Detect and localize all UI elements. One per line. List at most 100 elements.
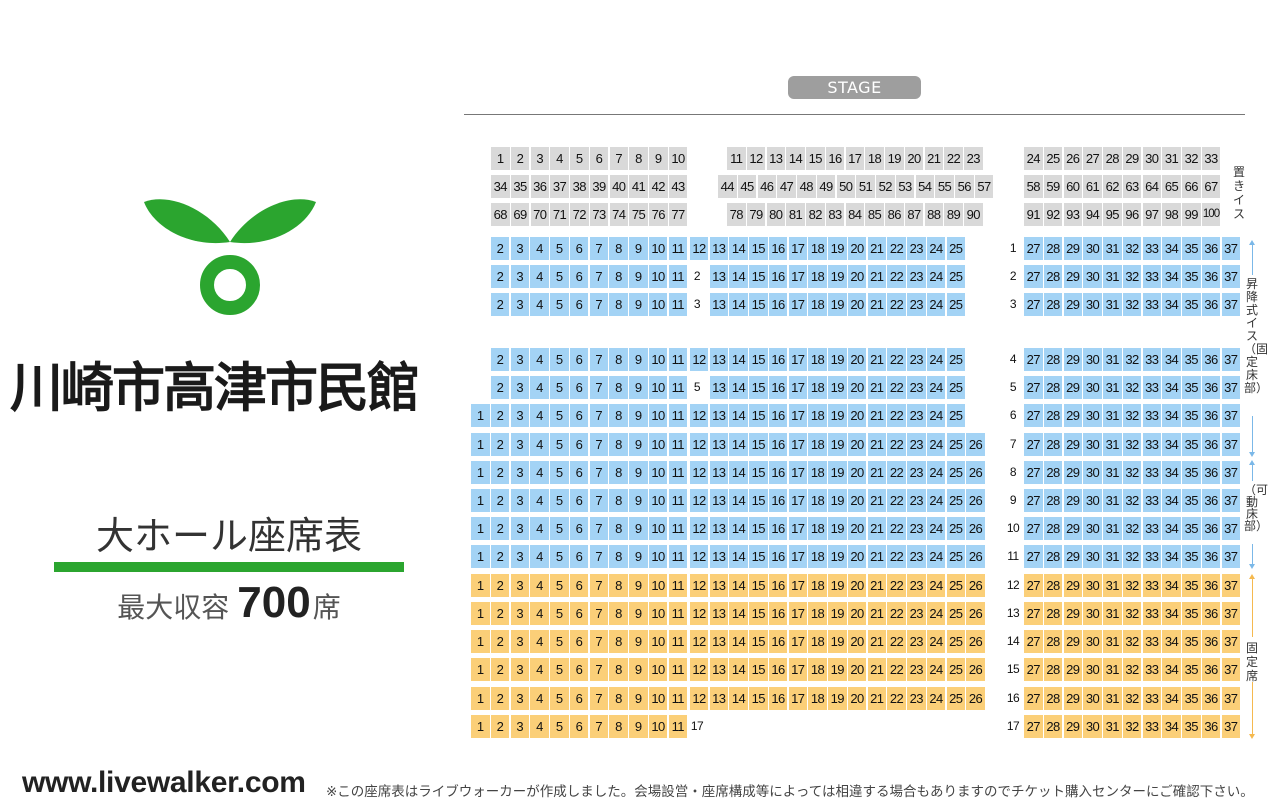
seat-raised-23[interactable]: 23 <box>907 403 926 427</box>
seat-raised-32[interactable]: 32 <box>1122 544 1142 568</box>
seat-raised-21[interactable]: 21 <box>867 403 886 427</box>
seat-raised-14[interactable]: 14 <box>729 432 748 456</box>
seat-raised-35[interactable]: 35 <box>1182 460 1201 484</box>
seat-raised-12[interactable]: 12 <box>689 347 709 371</box>
seat-raised-13[interactable]: 13 <box>709 375 728 399</box>
seat-raised-6[interactable]: 6 <box>569 292 589 316</box>
seat-fixed-19[interactable]: 19 <box>828 573 847 597</box>
seat-fixed-9[interactable]: 9 <box>629 657 648 681</box>
seat-raised-34[interactable]: 34 <box>1162 544 1181 568</box>
seat-raised-15[interactable]: 15 <box>749 264 768 288</box>
seat-raised-11[interactable]: 11 <box>668 264 687 288</box>
seat-raised-23[interactable]: 23 <box>907 516 926 540</box>
seat-loose-43[interactable]: 43 <box>668 174 688 198</box>
seat-loose-3[interactable]: 3 <box>530 146 549 170</box>
seat-fixed-30[interactable]: 30 <box>1083 601 1102 625</box>
seat-raised-6[interactable]: 6 <box>569 375 589 399</box>
seat-fixed-28[interactable]: 28 <box>1043 629 1063 653</box>
seat-raised-26[interactable]: 26 <box>966 544 985 568</box>
seat-fixed-11[interactable]: 11 <box>668 629 687 653</box>
seat-loose-19[interactable]: 19 <box>885 146 904 170</box>
seat-raised-5[interactable]: 5 <box>550 347 569 371</box>
seat-fixed-16[interactable]: 16 <box>768 629 788 653</box>
seat-loose-31[interactable]: 31 <box>1162 146 1181 170</box>
seat-fixed-31[interactable]: 31 <box>1103 573 1122 597</box>
seat-raised-12[interactable]: 12 <box>689 432 709 456</box>
seat-loose-100[interactable]: 100 <box>1201 202 1221 226</box>
seat-fixed-23[interactable]: 23 <box>907 657 926 681</box>
seat-raised-7[interactable]: 7 <box>589 292 608 316</box>
seat-raised-17[interactable]: 17 <box>788 516 807 540</box>
seat-raised-3[interactable]: 3 <box>510 460 529 484</box>
seat-loose-9[interactable]: 9 <box>649 146 668 170</box>
seat-fixed-36[interactable]: 36 <box>1201 714 1221 738</box>
seat-raised-30[interactable]: 30 <box>1083 375 1102 399</box>
seat-fixed-20[interactable]: 20 <box>847 657 867 681</box>
seat-raised-17[interactable]: 17 <box>788 403 807 427</box>
seat-fixed-27[interactable]: 27 <box>1024 714 1043 738</box>
seat-raised-22[interactable]: 22 <box>887 516 906 540</box>
seat-loose-12[interactable]: 12 <box>746 146 766 170</box>
seat-raised-5[interactable]: 5 <box>550 375 569 399</box>
seat-raised-29[interactable]: 29 <box>1063 403 1082 427</box>
seat-raised-24[interactable]: 24 <box>926 236 946 260</box>
seat-raised-3[interactable]: 3 <box>510 236 529 260</box>
seat-loose-22[interactable]: 22 <box>944 146 963 170</box>
seat-fixed-37[interactable]: 37 <box>1221 714 1240 738</box>
seat-raised-5[interactable]: 5 <box>550 403 569 427</box>
seat-raised-13[interactable]: 13 <box>709 292 728 316</box>
seat-raised-7[interactable]: 7 <box>589 432 608 456</box>
seat-fixed-9[interactable]: 9 <box>629 714 648 738</box>
seat-raised-7[interactable]: 7 <box>589 516 608 540</box>
seat-fixed-19[interactable]: 19 <box>828 657 847 681</box>
seat-raised-19[interactable]: 19 <box>828 544 847 568</box>
seat-raised-34[interactable]: 34 <box>1162 516 1181 540</box>
seat-fixed-29[interactable]: 29 <box>1063 573 1082 597</box>
seat-raised-25[interactable]: 25 <box>946 236 965 260</box>
seat-raised-7[interactable]: 7 <box>589 488 608 512</box>
seat-fixed-23[interactable]: 23 <box>907 629 926 653</box>
seat-fixed-12[interactable]: 12 <box>689 686 709 710</box>
seat-raised-13[interactable]: 13 <box>709 432 728 456</box>
seat-raised-14[interactable]: 14 <box>729 544 748 568</box>
seat-fixed-29[interactable]: 29 <box>1063 714 1082 738</box>
seat-raised-24[interactable]: 24 <box>926 516 946 540</box>
seat-raised-2[interactable]: 2 <box>490 544 510 568</box>
seat-raised-37[interactable]: 37 <box>1221 488 1240 512</box>
seat-raised-19[interactable]: 19 <box>828 460 847 484</box>
seat-raised-28[interactable]: 28 <box>1043 292 1063 316</box>
seat-raised-1[interactable]: 1 <box>471 516 490 540</box>
seat-raised-27[interactable]: 27 <box>1024 375 1043 399</box>
seat-raised-9[interactable]: 9 <box>629 488 648 512</box>
seat-fixed-30[interactable]: 30 <box>1083 629 1102 653</box>
seat-fixed-6[interactable]: 6 <box>569 629 589 653</box>
seat-raised-16[interactable]: 16 <box>768 236 788 260</box>
seat-raised-36[interactable]: 36 <box>1201 460 1221 484</box>
seat-raised-6[interactable]: 6 <box>569 432 589 456</box>
seat-raised-24[interactable]: 24 <box>926 432 946 456</box>
seat-raised-19[interactable]: 19 <box>828 264 847 288</box>
seat-fixed-7[interactable]: 7 <box>589 686 608 710</box>
seat-fixed-34[interactable]: 34 <box>1162 714 1181 738</box>
seat-raised-5[interactable]: 5 <box>550 544 569 568</box>
seat-raised-36[interactable]: 36 <box>1201 236 1221 260</box>
seat-loose-70[interactable]: 70 <box>530 202 549 226</box>
seat-raised-28[interactable]: 28 <box>1043 432 1063 456</box>
seat-fixed-28[interactable]: 28 <box>1043 714 1063 738</box>
seat-fixed-33[interactable]: 33 <box>1142 573 1161 597</box>
seat-raised-31[interactable]: 31 <box>1103 347 1122 371</box>
seat-raised-31[interactable]: 31 <box>1103 264 1122 288</box>
seat-fixed-32[interactable]: 32 <box>1122 629 1142 653</box>
seat-loose-5[interactable]: 5 <box>570 146 589 170</box>
seat-raised-16[interactable]: 16 <box>768 292 788 316</box>
seat-fixed-25[interactable]: 25 <box>946 686 965 710</box>
seat-raised-8[interactable]: 8 <box>609 403 628 427</box>
seat-fixed-21[interactable]: 21 <box>867 573 886 597</box>
seat-fixed-17[interactable]: 17 <box>788 629 807 653</box>
seat-raised-8[interactable]: 8 <box>609 488 628 512</box>
seat-loose-80[interactable]: 80 <box>766 202 785 226</box>
seat-raised-27[interactable]: 27 <box>1024 236 1043 260</box>
seat-fixed-10[interactable]: 10 <box>648 601 668 625</box>
seat-raised-11[interactable]: 11 <box>668 516 687 540</box>
seat-raised-5[interactable]: 5 <box>550 432 569 456</box>
